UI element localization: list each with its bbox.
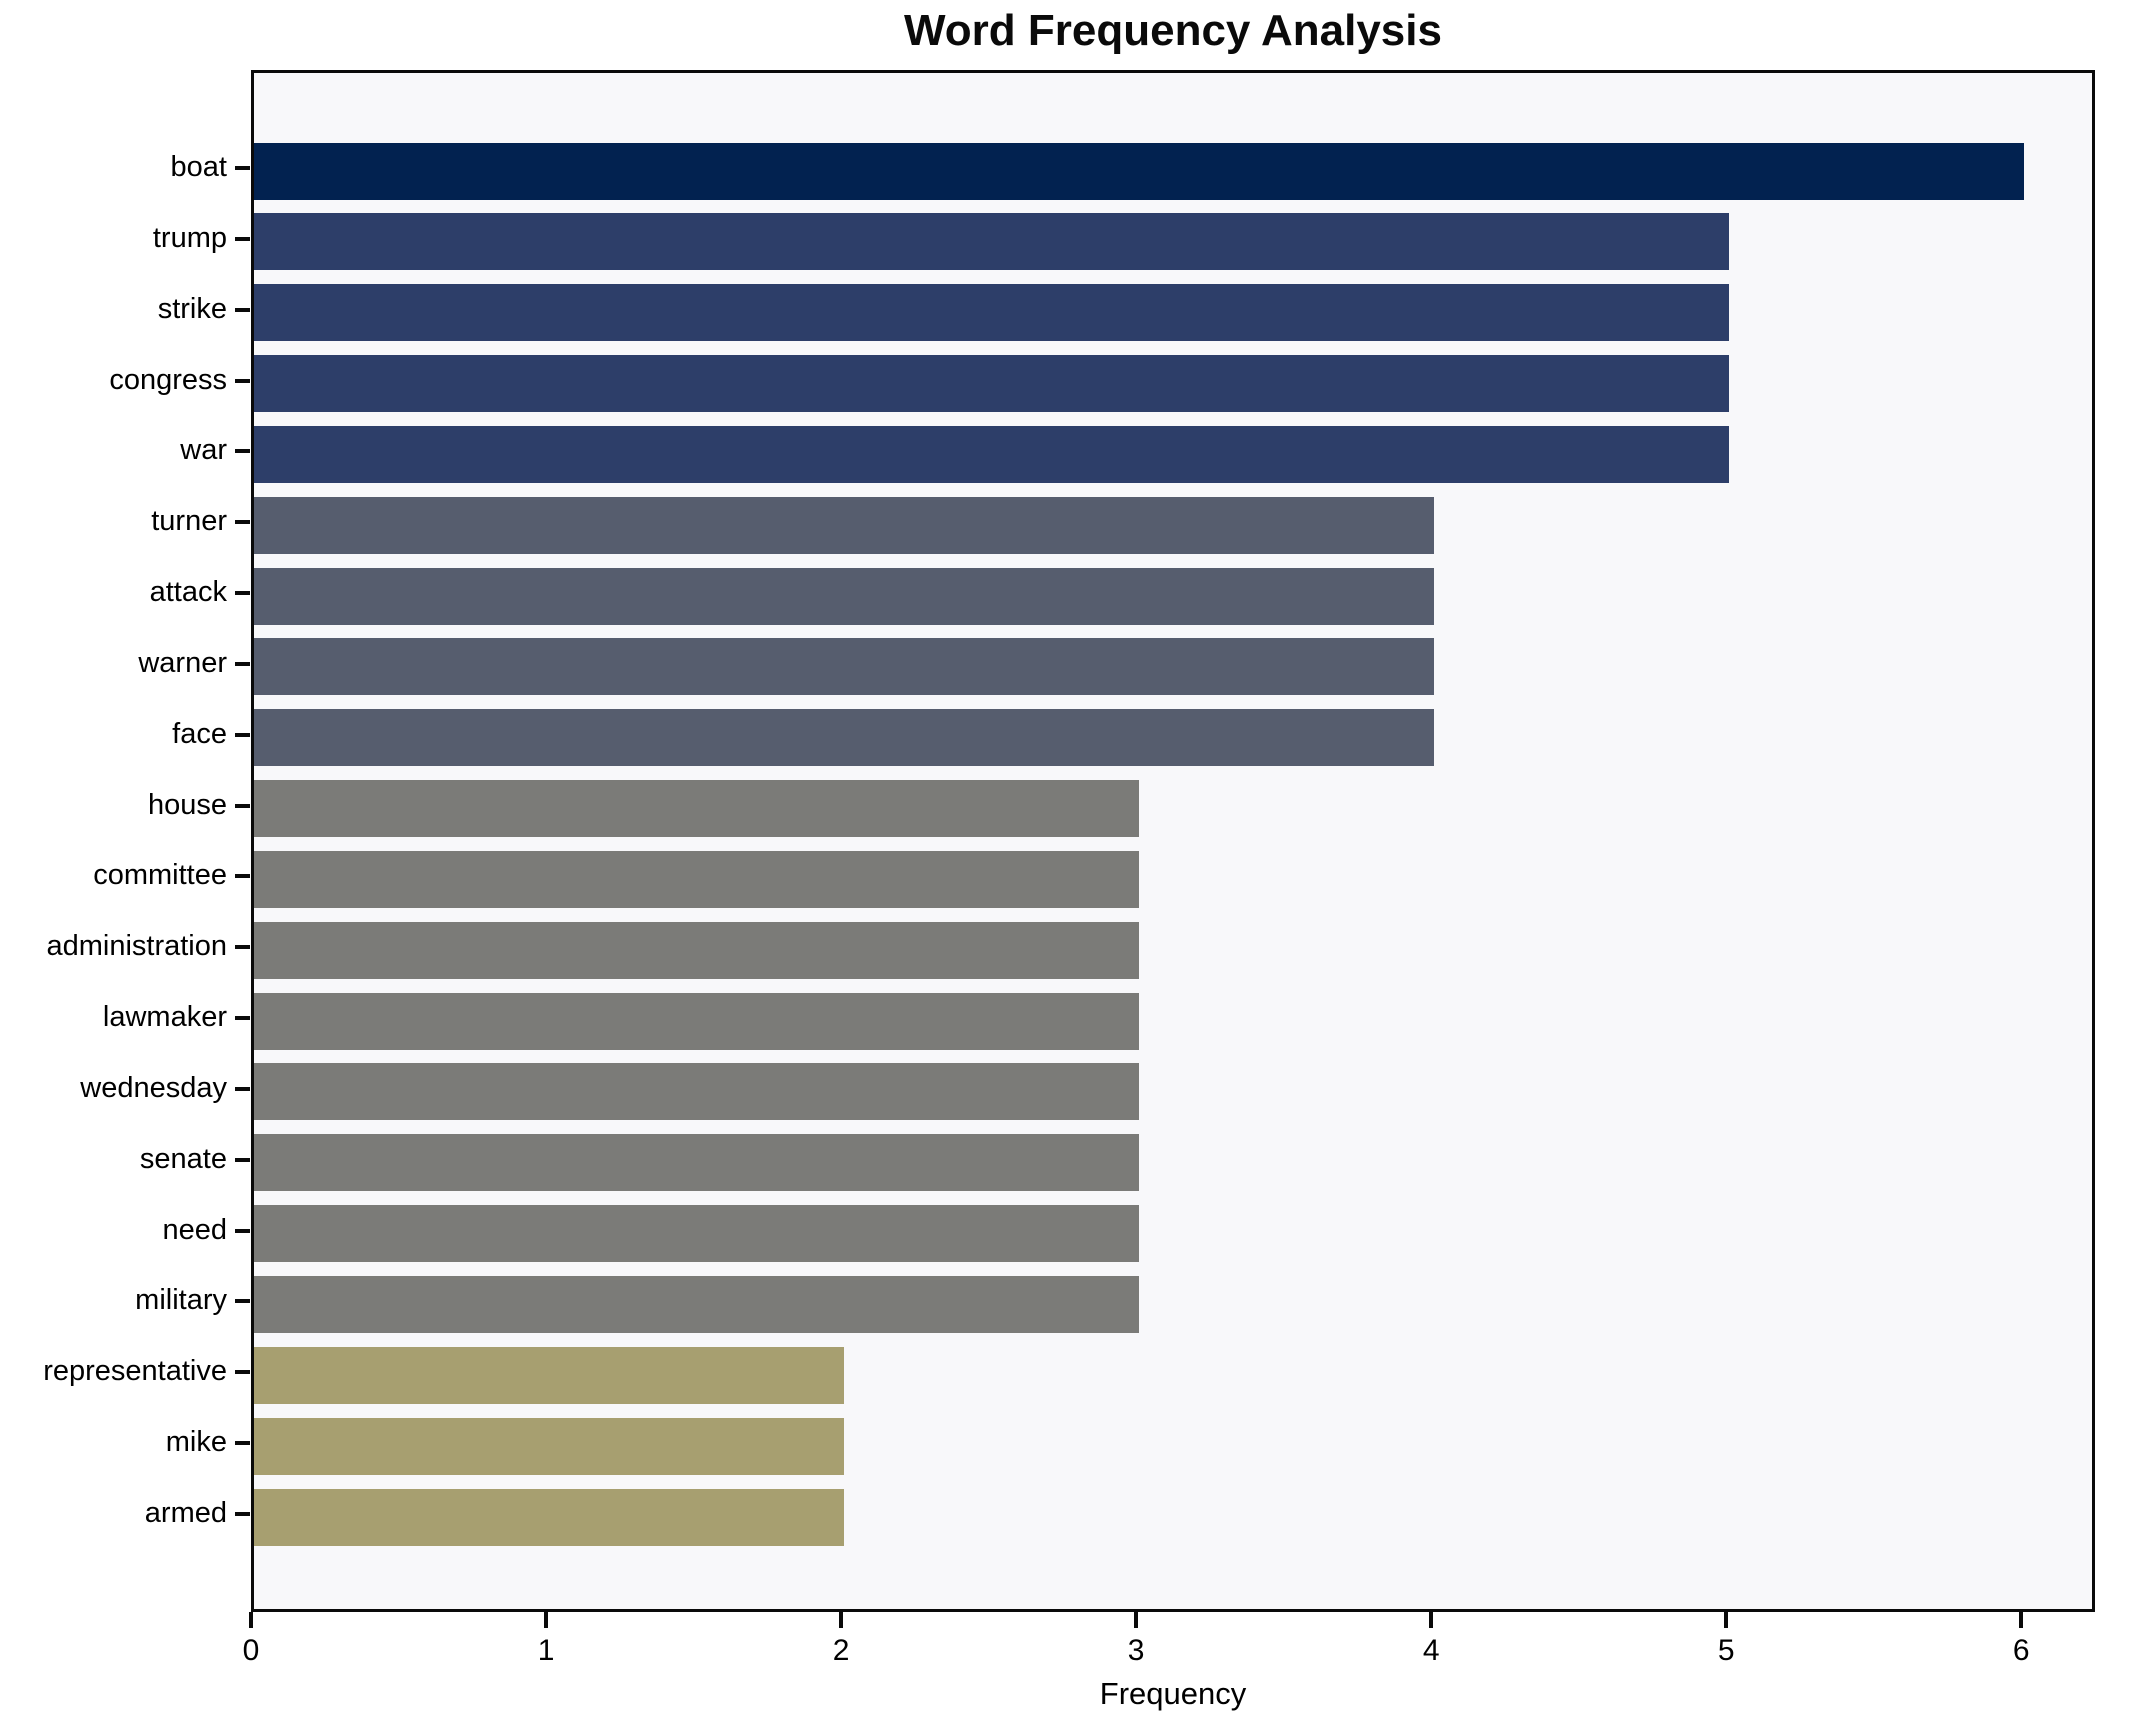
bar-administration [254, 921, 1140, 979]
category-label-armed: armed [144, 1496, 227, 1529]
x-axis-label: Frequency [1099, 1676, 1247, 1711]
x-tick-label-5: 5 [1717, 1634, 1735, 1667]
x-tick-mark [1724, 1612, 1729, 1628]
x-tick-label-4: 4 [1422, 1634, 1440, 1667]
bar-wednesday [254, 1063, 1140, 1121]
bar-military [254, 1275, 1140, 1333]
y-tick-mark [235, 166, 250, 170]
category-label-warner: warner [138, 646, 227, 679]
chart-title: Word Frequency Analysis [904, 6, 1442, 55]
bar-strike [254, 284, 1730, 342]
y-tick-mark [235, 1512, 250, 1516]
category-label-wednesday: wednesday [80, 1071, 227, 1104]
bar-boat [254, 142, 2025, 200]
category-label-boat: boat [170, 150, 227, 183]
x-tick-label-0: 0 [242, 1634, 260, 1667]
category-label-turner: turner [151, 505, 227, 538]
bar-trump [254, 213, 1730, 271]
x-tick-label-2: 2 [832, 1634, 850, 1667]
x-tick-mark [544, 1612, 549, 1628]
bar-lawmaker [254, 992, 1140, 1050]
y-tick-mark [235, 1016, 250, 1021]
category-label-trump: trump [152, 221, 227, 254]
y-tick-mark [235, 1441, 250, 1446]
bar-warner [254, 638, 1435, 696]
y-tick-mark [235, 1228, 250, 1233]
x-tick-mark [1134, 1612, 1139, 1628]
category-label-attack: attack [149, 575, 227, 608]
bar-face [254, 709, 1435, 767]
bar-mike [254, 1417, 845, 1475]
bar-house [254, 780, 1140, 838]
bar-need [254, 1205, 1140, 1263]
y-tick-mark [235, 1086, 250, 1091]
bar-attack [254, 567, 1435, 625]
category-label-face: face [172, 717, 227, 750]
category-label-lawmaker: lawmaker [102, 1000, 227, 1033]
x-tick-mark [839, 1612, 844, 1628]
x-tick-mark [249, 1612, 253, 1628]
category-label-congress: congress [109, 363, 227, 396]
y-tick-mark [235, 945, 250, 950]
y-tick-mark [235, 520, 250, 525]
category-label-need: need [162, 1213, 227, 1246]
category-label-military: military [135, 1284, 227, 1317]
bar-turner [254, 496, 1435, 554]
plot-area [251, 70, 2095, 1612]
category-label-house: house [147, 788, 227, 821]
y-tick-mark [235, 449, 250, 454]
y-tick-mark [235, 874, 250, 879]
category-label-mike: mike [165, 1425, 227, 1458]
category-label-representative: representative [43, 1355, 227, 1388]
bar-congress [254, 355, 1730, 413]
category-label-war: war [180, 434, 227, 467]
y-tick-mark [235, 803, 250, 808]
bar-senate [254, 1134, 1140, 1192]
x-tick-mark [2019, 1612, 2024, 1628]
bar-armed [254, 1488, 845, 1546]
y-tick-mark [235, 307, 250, 312]
bar-committee [254, 850, 1140, 908]
x-tick-mark [1429, 1612, 1434, 1628]
bar-representative [254, 1346, 845, 1404]
category-label-committee: committee [93, 859, 227, 892]
y-tick-mark [235, 1299, 250, 1304]
y-tick-mark [235, 1370, 250, 1375]
x-tick-label-6: 6 [2012, 1634, 2030, 1667]
y-tick-mark [235, 378, 250, 383]
y-tick-mark [235, 661, 250, 666]
y-tick-mark [235, 1157, 250, 1162]
y-tick-mark [235, 732, 250, 737]
y-tick-mark [235, 236, 250, 241]
x-tick-label-1: 1 [537, 1634, 555, 1667]
bar-war [254, 425, 1730, 483]
category-label-administration: administration [46, 930, 227, 963]
category-label-strike: strike [157, 292, 227, 325]
category-label-senate: senate [139, 1142, 227, 1175]
x-tick-label-3: 3 [1127, 1634, 1145, 1667]
y-tick-mark [235, 591, 250, 596]
